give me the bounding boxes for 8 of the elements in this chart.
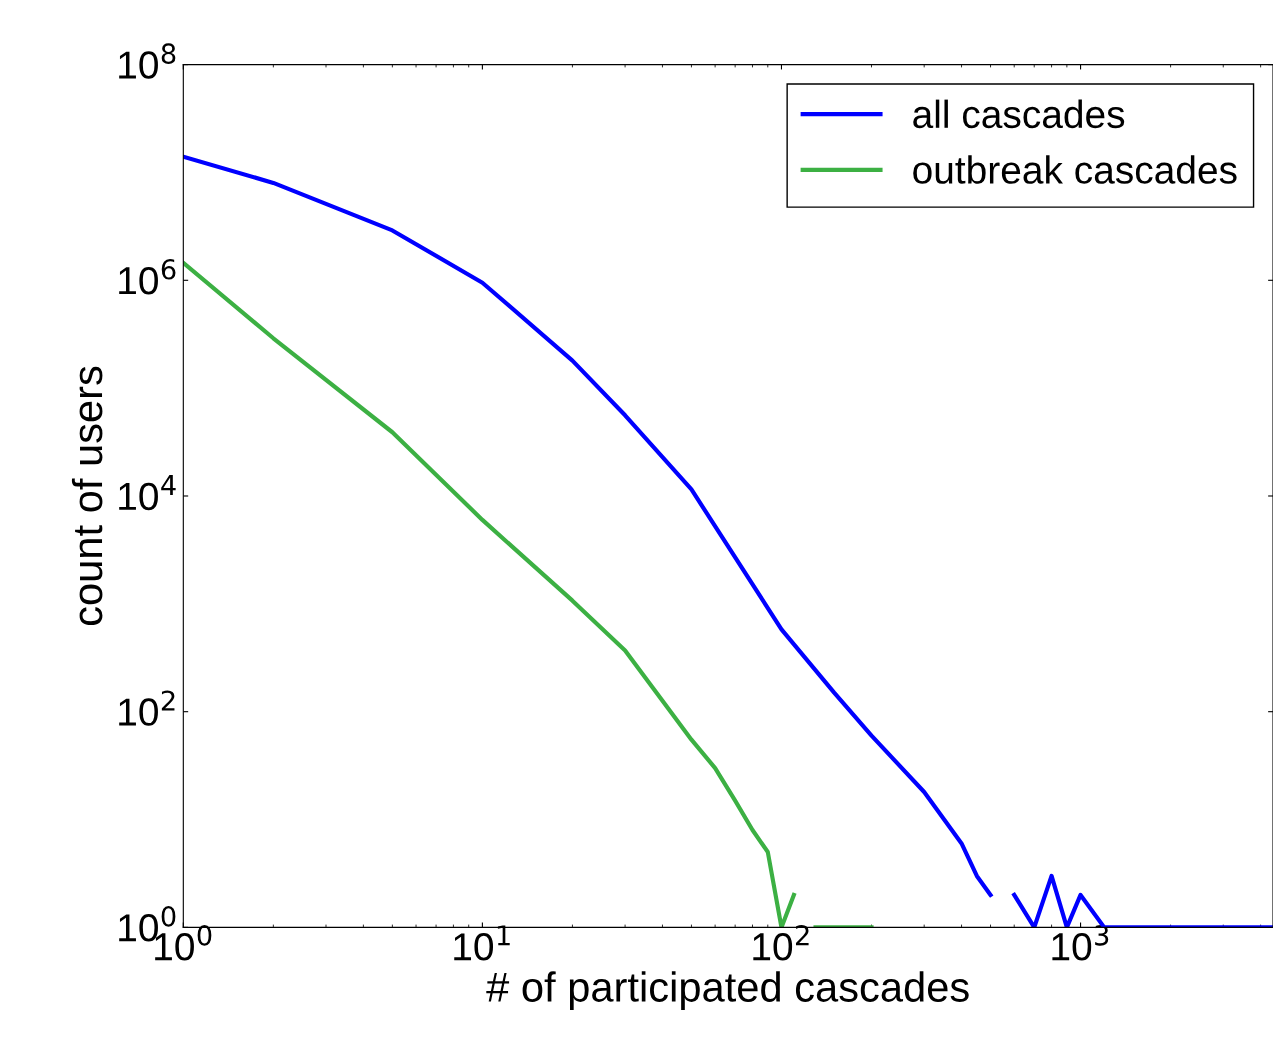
- y-tick-label: 10$^{8}$: [119, 43, 176, 79]
- legend-label: outbreak cascades: [913, 155, 1237, 184]
- x-axis-title: # of participated cascades: [486, 971, 969, 1011]
- legend-label: all cascades: [913, 99, 1125, 129]
- y-tick-label: 10$^{6}$: [119, 259, 176, 295]
- y-tick-label: 10$^{4}$: [119, 475, 176, 511]
- y-tick-label: 10$^{2}$: [119, 690, 175, 726]
- y-axis-title: count of users: [71, 366, 103, 626]
